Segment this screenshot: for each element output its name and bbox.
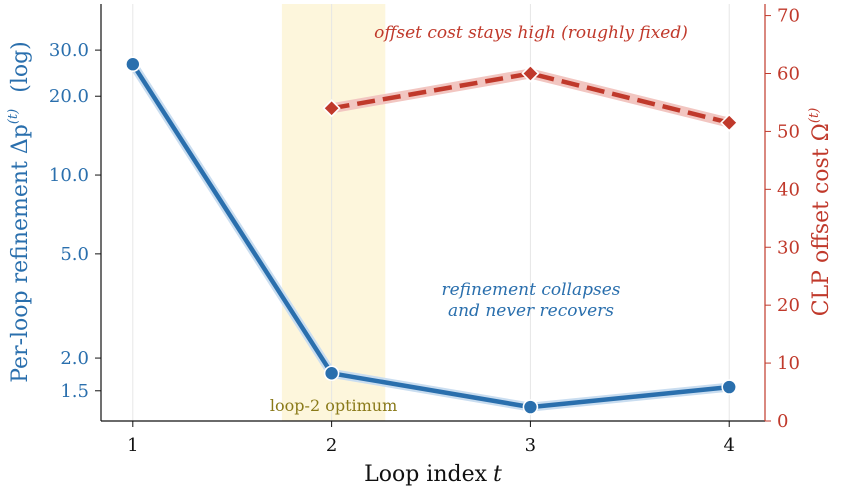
series-0-point bbox=[721, 379, 738, 395]
right-axis-label-sup: (t) bbox=[807, 108, 822, 123]
highlight-band bbox=[281, 4, 386, 421]
series-0-point bbox=[125, 56, 141, 73]
x-tick-label: 4 bbox=[723, 435, 734, 456]
series-1-point bbox=[322, 99, 341, 118]
series-layer bbox=[125, 56, 739, 415]
right-y-tick-label: 0 bbox=[777, 411, 788, 432]
x-tick-label: 2 bbox=[326, 435, 337, 456]
right-axis-label-main: CLP offset cost Ω bbox=[809, 123, 834, 316]
right-y-tick-label: 50 bbox=[777, 121, 800, 142]
left-y-tick-label: 2.0 bbox=[60, 348, 89, 369]
right-y-tick-label: 70 bbox=[777, 6, 800, 27]
right-y-tick-label: 20 bbox=[777, 295, 800, 316]
x-tick-label: 1 bbox=[127, 435, 138, 456]
band-label: loop-2 optimum bbox=[270, 396, 397, 415]
series-1-point bbox=[720, 113, 739, 132]
left-y-tick-label: 30.0 bbox=[49, 40, 89, 61]
right-axis-label: CLP offset cost Ω(t) bbox=[807, 108, 834, 317]
left-axis-label: Per-loop refinement Δp(t) (log) bbox=[6, 41, 33, 383]
left-axis-label-suffix: (log) bbox=[8, 41, 33, 93]
left-y-tick-label: 5.0 bbox=[60, 244, 89, 265]
left-y-tick-label: 10.0 bbox=[49, 165, 89, 186]
highlight-band-layer bbox=[281, 4, 386, 421]
annotation-refinement-line1: refinement collapses bbox=[441, 280, 620, 300]
axes-layer: 1 2 3 4 1.5 2.0 5.0 10.0 20.0 30.0 0 10 20 30 40 50 60 70 bbox=[49, 4, 800, 456]
x-axis-label: Loop index t bbox=[364, 462, 502, 487]
series-1-line bbox=[331, 71, 730, 125]
left-axis-label-main: Per-loop refinement Δp bbox=[8, 124, 33, 383]
right-y-tick-label: 60 bbox=[777, 64, 800, 85]
series-0-point bbox=[323, 365, 340, 382]
series-1-point bbox=[521, 64, 540, 83]
left-y-tick-label: 20.0 bbox=[49, 86, 89, 107]
x-axis-label-var: t bbox=[493, 462, 502, 487]
x-axis-label-text: Loop index bbox=[364, 462, 487, 487]
annotation-refinement-line2: and never recovers bbox=[448, 301, 614, 321]
right-y-tick-label: 30 bbox=[777, 237, 800, 258]
x-tick-label: 3 bbox=[525, 435, 536, 456]
right-y-tick-label: 40 bbox=[777, 179, 800, 200]
right-y-tick-label: 10 bbox=[777, 353, 800, 374]
left-y-tick-label: 1.5 bbox=[60, 381, 89, 402]
series-0-point bbox=[522, 399, 539, 415]
series-0-line bbox=[130, 62, 730, 410]
left-axis-label-sup: (t) bbox=[6, 109, 21, 124]
annotation-offset-cost: offset cost stays high (roughly fixed) bbox=[374, 23, 688, 43]
